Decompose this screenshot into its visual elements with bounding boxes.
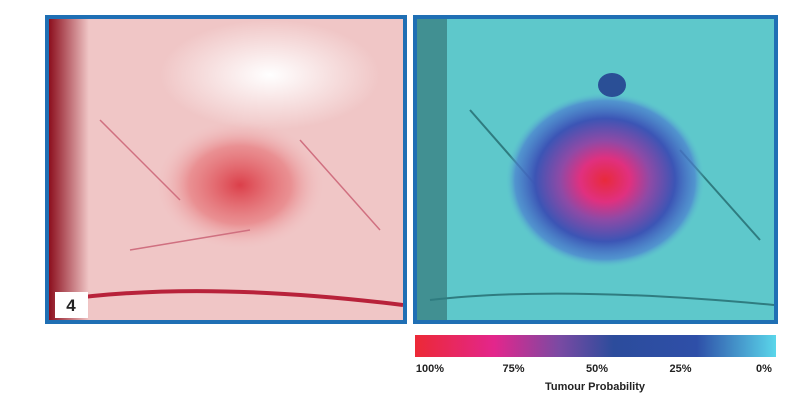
left-image [49,19,403,320]
colorbar [415,335,776,357]
colorbar-tick-label: 0% [756,363,772,375]
colorbar-tick-label: 25% [669,363,691,375]
figure: 4 Tumour Probability 100% 75% 50% 25% 0% [0,0,798,398]
right-image [417,19,774,320]
colorbar-tick-label: 75% [502,363,524,375]
colorbar-tick-label: 50% [586,363,608,375]
colorbar-tick-label: 100% [416,363,444,375]
colorbar-title: Tumour Probability [545,381,646,393]
page: {"panel_label": "4", "colorbar": {"title… [0,0,798,398]
panel-label: 4 [66,296,76,315]
